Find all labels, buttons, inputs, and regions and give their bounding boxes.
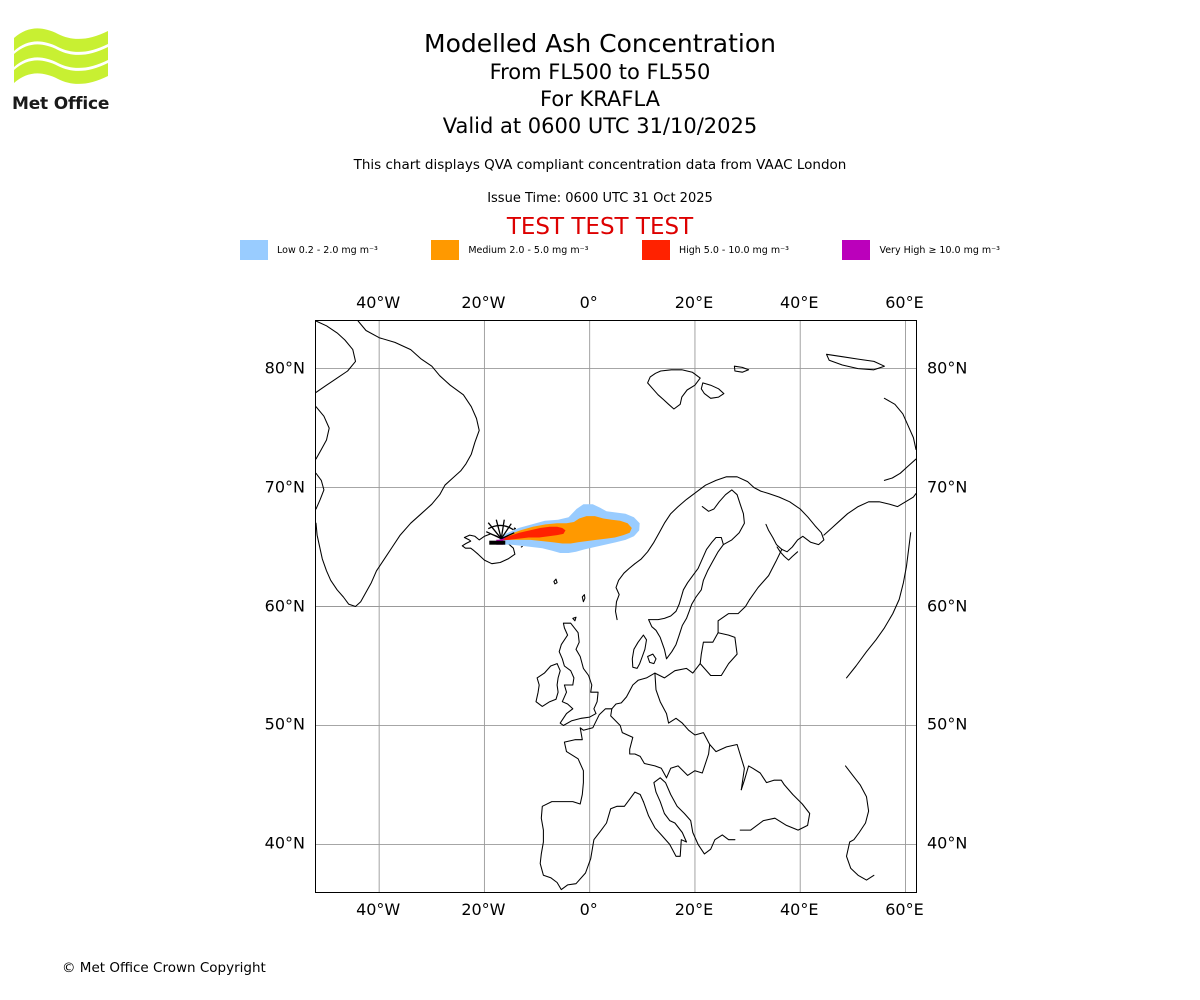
- lat-label-left-0: 80°N: [264, 358, 305, 378]
- coastline-segment: [316, 472, 325, 510]
- coastline-segment: [844, 765, 875, 881]
- ash-plume: [496, 504, 640, 553]
- legend-swatch-low: [240, 240, 268, 260]
- coastline-segment: [535, 663, 561, 707]
- coastline-segment: [631, 634, 648, 669]
- valid-time-subtitle: Valid at 0600 UTC 31/10/2025: [442, 114, 758, 138]
- legend-item-low: Low 0.2 - 2.0 mg m⁻³: [240, 238, 378, 262]
- coastline-segment: [316, 321, 480, 608]
- volcano-base: [489, 540, 506, 545]
- map-canvas: [316, 321, 916, 892]
- lon-label-top-2: 0°: [579, 293, 598, 312]
- lat-label-right-0: 80°N: [927, 358, 968, 378]
- volcano-ray: [500, 532, 515, 540]
- volcano-ray: [495, 519, 502, 539]
- lat-label-left-3: 50°N: [264, 714, 305, 734]
- legend-item-high: High 5.0 - 10.0 mg m⁻³: [641, 238, 789, 262]
- lon-label-bottom-2: 0°: [579, 900, 598, 919]
- lon-label-top-0: 40°W: [356, 293, 401, 312]
- legend-label-low: Low 0.2 - 2.0 mg m⁻³: [277, 244, 378, 256]
- test-banner: TEST TEST TEST: [506, 214, 694, 240]
- lon-label-bottom-0: 40°W: [356, 900, 401, 919]
- coastline-segment: [647, 653, 657, 665]
- coastline-segment: [883, 458, 916, 481]
- coastline-segment: [883, 397, 916, 451]
- coastline-segment: [614, 476, 825, 621]
- met-office-logo: Met Office: [12, 24, 122, 114]
- legend-label-medium: Medium 2.0 - 5.0 mg m⁻³: [468, 244, 589, 256]
- coastline-segment: [316, 321, 357, 393]
- page-title: Modelled Ash Concentration: [424, 29, 776, 58]
- legend-label-high: High 5.0 - 10.0 mg m⁻³: [678, 244, 789, 256]
- coastline-segment: [316, 406, 330, 460]
- lat-label-left-1: 70°N: [264, 477, 305, 497]
- lon-label-bottom-5: 60°E: [885, 900, 924, 919]
- coastline-segment: [611, 598, 751, 710]
- coastline-segment: [610, 708, 668, 779]
- volcano-subtitle: For KRAFLA: [540, 87, 660, 111]
- lon-label-bottom-1: 20°W: [461, 900, 506, 919]
- met-office-wordmark: Met Office: [12, 94, 110, 114]
- plume-high: [500, 526, 566, 541]
- volcano-arc: [487, 524, 514, 531]
- coastline-segment: [699, 632, 738, 677]
- legend-item-very-high: Very High ≥ 10.0 mg m⁻³: [842, 238, 1000, 262]
- legend-swatch-high: [641, 240, 670, 260]
- coastline-segment: [733, 365, 750, 373]
- lat-label-right-2: 60°N: [927, 596, 968, 615]
- lat-label-right-1: 70°N: [927, 477, 968, 497]
- volcano-ray: [485, 531, 502, 540]
- coastline-segment: [553, 578, 558, 585]
- issue-time: Issue Time: 0600 UTC 31 Oct 2025: [487, 191, 713, 206]
- coastline-segment: [739, 765, 811, 831]
- coastline-segment: [581, 594, 586, 603]
- coastline-segment: [665, 743, 745, 791]
- coastline-segment: [647, 369, 701, 410]
- ash-concentration-map[interactable]: [315, 320, 917, 893]
- coastline-segment: [700, 382, 725, 399]
- coastline-segment: [648, 536, 724, 660]
- lon-label-top-5: 60°E: [885, 293, 924, 312]
- coastline-segment: [823, 492, 916, 536]
- concentration-legend: Low 0.2 - 2.0 mg m⁻³ Medium 2.0 - 5.0 mg…: [240, 238, 1000, 262]
- coastline-segment: [654, 672, 711, 746]
- coastlines: [316, 321, 916, 891]
- lon-label-top-4: 40°E: [779, 293, 819, 312]
- lon-label-top-1: 20°W: [461, 293, 506, 312]
- coastline-segment: [642, 777, 736, 857]
- lon-label-bottom-4: 40°E: [779, 900, 819, 919]
- coastline-segment: [701, 489, 745, 546]
- met-office-wave-icon: [14, 28, 108, 84]
- coastline-segment: [825, 353, 885, 371]
- legend-swatch-medium: [431, 240, 460, 260]
- coastline-segment: [845, 532, 912, 679]
- krafla-volcano-marker: [485, 519, 515, 545]
- flight-level-subtitle: From FL500 to FL550: [489, 60, 711, 84]
- coastline-segment: [749, 548, 783, 600]
- lat-label-left-2: 60°N: [264, 596, 305, 615]
- chart-title-block: Modelled Ash Concentration From FL500 to…: [200, 28, 1000, 140]
- volcano-ray: [500, 523, 512, 540]
- coastline-segment: [513, 527, 517, 530]
- coastline-segment: [520, 545, 523, 548]
- volcano-ray: [487, 522, 502, 540]
- lat-label-right-3: 50°N: [927, 714, 968, 734]
- coastline-segment: [572, 616, 577, 622]
- coastline-segment: [558, 622, 599, 727]
- lat-label-left-4: 40°N: [264, 833, 305, 853]
- legend-swatch-very-high: [842, 240, 871, 260]
- volcano-ray: [500, 519, 505, 539]
- coastline-segment: [776, 546, 799, 561]
- lon-label-bottom-3: 20°E: [674, 900, 714, 919]
- legend-label-very-high: Very High ≥ 10.0 mg m⁻³: [879, 244, 1000, 256]
- qva-note: This chart displays QVA compliant concen…: [353, 157, 847, 173]
- legend-item-medium: Medium 2.0 - 5.0 mg m⁻³: [431, 238, 588, 262]
- coastline-segment: [539, 708, 644, 891]
- lat-label-right-4: 40°N: [927, 833, 968, 853]
- lon-label-top-3: 20°E: [674, 293, 714, 312]
- copyright-notice: © Met Office Crown Copyright: [62, 960, 266, 976]
- coastline-segment: [461, 533, 516, 565]
